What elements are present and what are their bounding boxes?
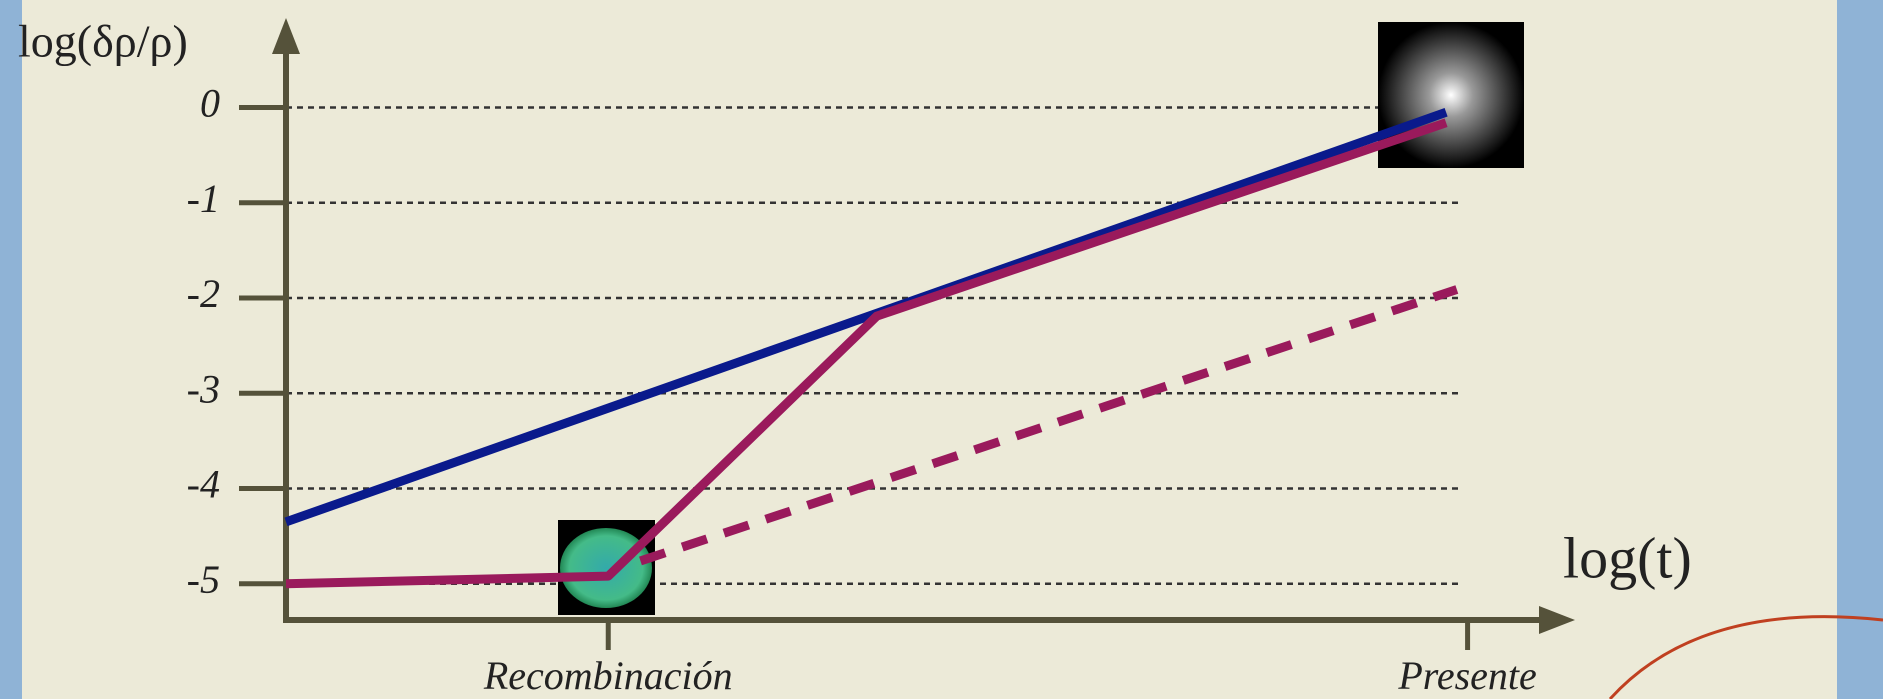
line [284,108,1448,527]
y-tick-label: -1 [187,176,220,221]
x-tick-label: Presente [1397,653,1536,698]
galaxy-image [1378,22,1524,168]
y-tick-label: -3 [187,366,220,411]
y-tick-label: -4 [187,462,220,507]
y-axis-label: log(δρ/ρ) [18,16,188,67]
line [285,118,1448,589]
y-tick-label: 0 [200,81,220,126]
cmb-map [560,528,652,608]
line [639,285,1459,566]
x-axis-arrow [1539,606,1575,634]
x-axis-label: log(t) [1563,525,1692,590]
x-tick-label: Recombinación [483,653,733,698]
y-tick-label: -2 [187,271,220,316]
y-axis-arrow [272,18,300,54]
y-tick-label: -5 [187,557,220,602]
paper [22,0,1837,699]
decoration [1608,615,1883,699]
